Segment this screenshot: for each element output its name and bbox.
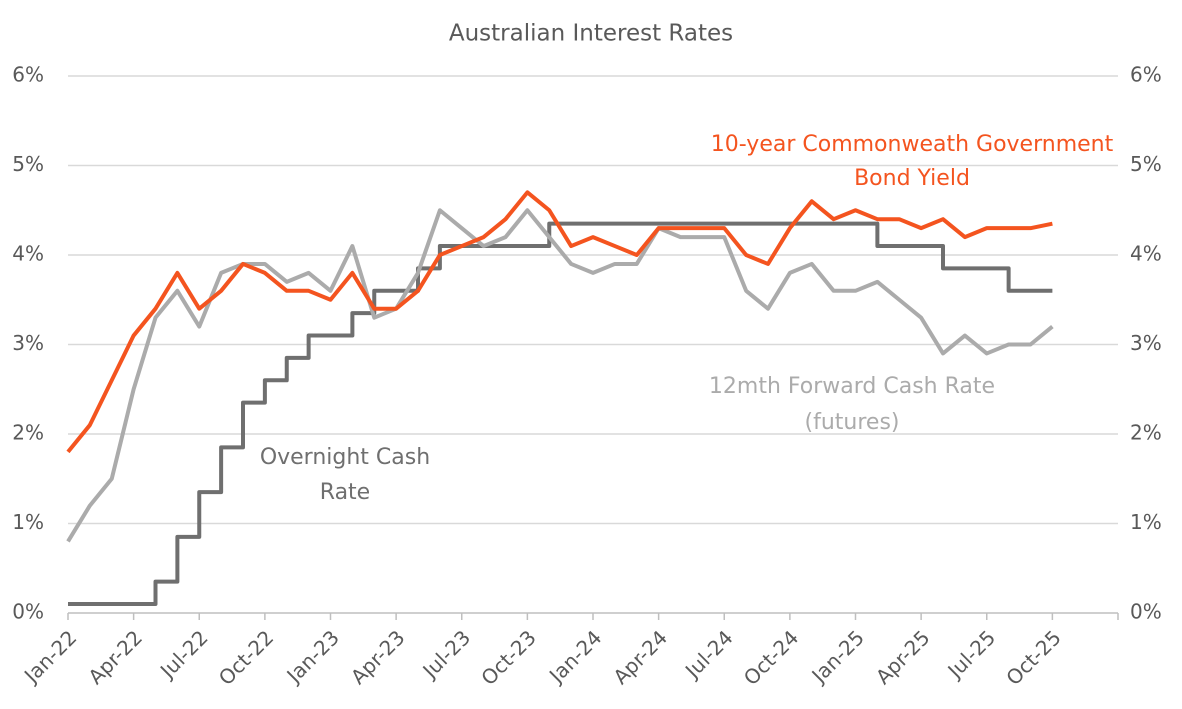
y-tick-label: 5% bbox=[12, 152, 44, 176]
x-tick-label: Apr-22 bbox=[83, 625, 147, 689]
y-tick-label: 1% bbox=[12, 510, 44, 534]
y-tick-label: 4% bbox=[12, 242, 44, 266]
y2-tick-label: 4% bbox=[1130, 242, 1162, 266]
series-line bbox=[66, 190, 1053, 454]
y2-tick-label: 2% bbox=[1130, 421, 1162, 445]
annotation: (futures) bbox=[805, 410, 900, 435]
x-tick-label: Jul-24 bbox=[679, 625, 738, 684]
x-tick-label: Jul-25 bbox=[942, 625, 1001, 684]
y-tick-label: 0% bbox=[12, 600, 44, 624]
y-tick-label: 3% bbox=[12, 331, 44, 355]
x-tick-label: Jan-23 bbox=[281, 625, 344, 688]
annotation: Overnight Cash bbox=[260, 445, 430, 470]
y2-tick-label: 3% bbox=[1130, 331, 1162, 355]
series-line bbox=[66, 208, 1054, 543]
x-tick-label: Jan-22 bbox=[18, 625, 81, 688]
x-tick-label: Apr-23 bbox=[346, 625, 410, 689]
x-tick-label: Jan-24 bbox=[543, 625, 606, 688]
annotation: Rate bbox=[320, 480, 370, 505]
y-tick-label: 2% bbox=[12, 421, 44, 445]
y2-tick-label: 6% bbox=[1130, 63, 1162, 87]
x-tick-label: Apr-24 bbox=[608, 625, 672, 689]
x-tick-label: Apr-25 bbox=[871, 625, 935, 689]
x-tick-label: Jul-22 bbox=[154, 625, 213, 684]
y-tick-label: 6% bbox=[12, 63, 44, 87]
x-tick-label: Jan-25 bbox=[806, 625, 869, 688]
annotation: 10-year Commonweath Government bbox=[711, 132, 1114, 157]
x-tick-label: Oct-22 bbox=[214, 625, 279, 690]
y2-tick-label: 5% bbox=[1130, 152, 1162, 176]
series-line bbox=[68, 221, 1053, 607]
y2-tick-label: 1% bbox=[1130, 510, 1162, 534]
x-tick-label: Jul-23 bbox=[417, 625, 476, 684]
x-tick-label: Oct-25 bbox=[1001, 625, 1066, 690]
annotation: Bond Yield bbox=[854, 166, 970, 191]
y2-tick-label: 0% bbox=[1130, 600, 1162, 624]
x-tick-label: Oct-24 bbox=[739, 625, 804, 690]
annotation: 12mth Forward Cash Rate bbox=[709, 374, 995, 399]
x-tick-label: Oct-23 bbox=[476, 625, 541, 690]
chart-title: Australian Interest Rates bbox=[449, 21, 733, 47]
